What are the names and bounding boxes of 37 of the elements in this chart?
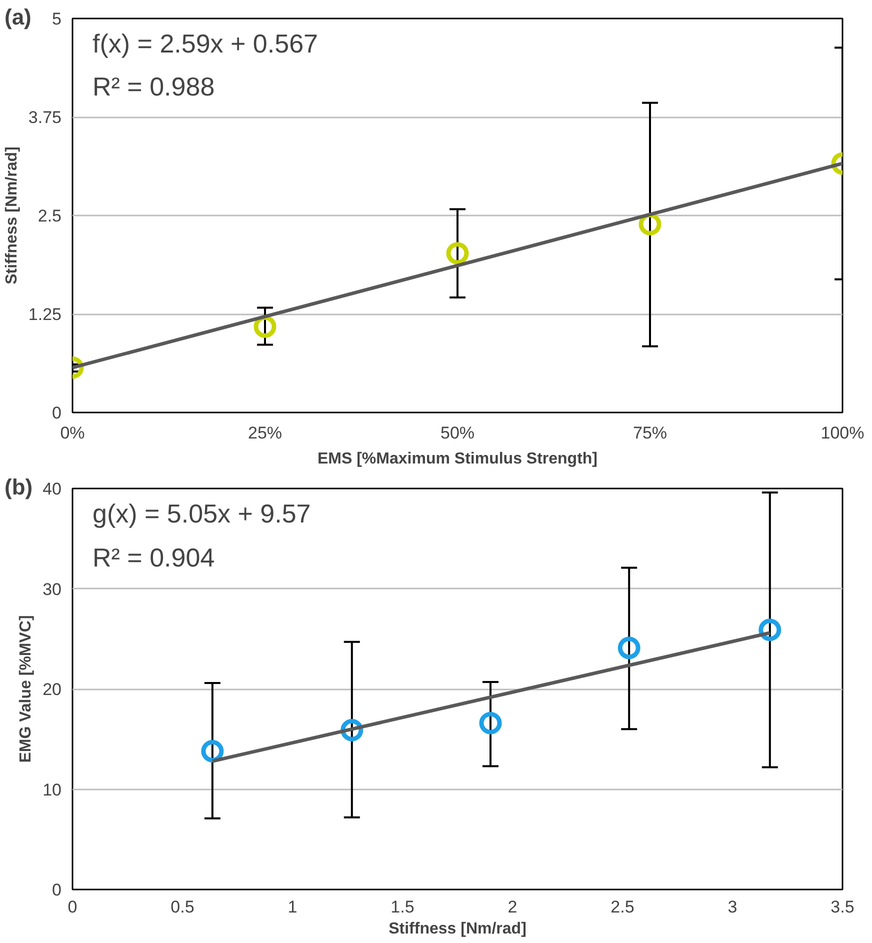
x-axis-title: Stiffness [Nm/rad] bbox=[388, 920, 526, 938]
y-tick-label: 5 bbox=[52, 10, 62, 28]
y-tick-label: 1.25 bbox=[28, 305, 62, 324]
x-tick-label: 100% bbox=[820, 424, 864, 442]
point bbox=[479, 712, 502, 734]
x-tick-label: 1.5 bbox=[390, 898, 414, 916]
x-tick-label: 0.5 bbox=[170, 898, 194, 916]
x-tick-label: 0 bbox=[68, 898, 78, 916]
x-tick-label: 75% bbox=[632, 424, 668, 442]
x-axis-title: EMS [%Maximum Stimulus Strength] bbox=[317, 450, 598, 468]
y-tick-label: 40 bbox=[42, 480, 62, 498]
x-tick-label: 2 bbox=[508, 898, 518, 916]
point bbox=[758, 618, 782, 642]
annotation: R² = 0.988 bbox=[92, 72, 215, 102]
annotation: R² = 0.904 bbox=[92, 542, 215, 573]
y-tick-label: 10 bbox=[42, 780, 62, 800]
x-tick-label: 1 bbox=[288, 898, 298, 916]
y-axis-title: Stiffness [Nm/rad] bbox=[3, 146, 20, 284]
y-tick-label: 30 bbox=[42, 580, 62, 599]
point bbox=[618, 636, 640, 660]
annotation: f(x) = 2.59x + 0.567 bbox=[92, 28, 318, 58]
x-tick-label: 3.5 bbox=[830, 898, 854, 916]
x-tick-label: 25% bbox=[248, 424, 282, 442]
y-axis-title: EMG Value [%MVC] bbox=[18, 615, 35, 763]
annotation: g(x) = 5.05x + 9.57 bbox=[92, 498, 311, 529]
y-tick-label: 0 bbox=[52, 404, 62, 422]
y-tick-label: 3.75 bbox=[28, 108, 62, 127]
y-tick-label: 2.5 bbox=[38, 206, 62, 226]
point bbox=[446, 242, 469, 265]
chart-title: (a) bbox=[4, 4, 32, 30]
x-tick-label: 2.5 bbox=[610, 898, 634, 916]
y-tick-label: 0 bbox=[52, 880, 62, 900]
chart-title: (b) bbox=[4, 474, 33, 500]
x-tick-label: 3 bbox=[728, 898, 738, 916]
x-tick-label: 0% bbox=[60, 424, 85, 442]
y-tick-label: 20 bbox=[42, 680, 62, 699]
x-tick-label: 50% bbox=[440, 424, 475, 442]
